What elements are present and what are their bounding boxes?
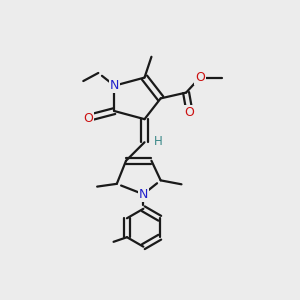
Text: O: O <box>184 106 194 119</box>
Text: H: H <box>154 135 162 148</box>
Text: N: N <box>110 79 119 92</box>
Text: O: O <box>195 71 205 84</box>
Text: O: O <box>83 112 93 124</box>
Text: N: N <box>139 188 148 201</box>
